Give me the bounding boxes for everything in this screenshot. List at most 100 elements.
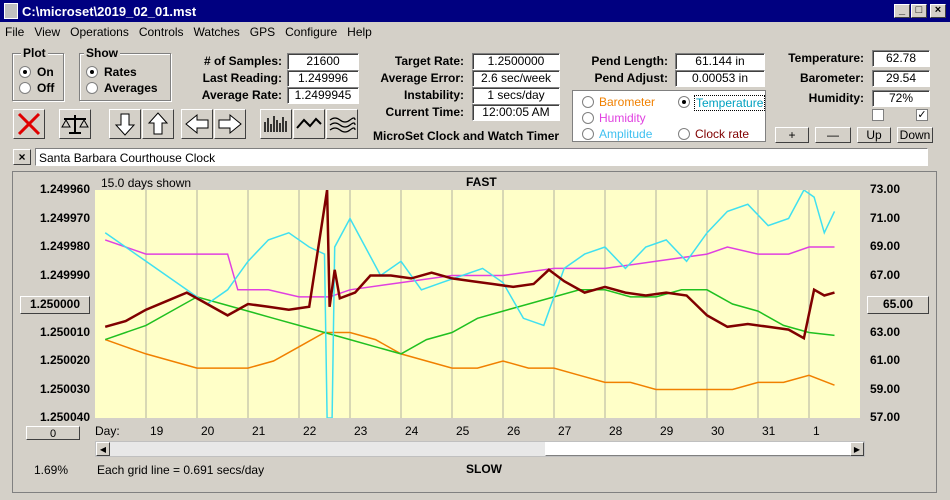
plus-button[interactable]: + <box>775 127 809 143</box>
smooth-view-button[interactable] <box>326 109 358 139</box>
app-caption: MicroSet Clock and Watch Timer <box>373 129 560 143</box>
menu-operations[interactable]: Operations <box>70 25 129 39</box>
target-rate-value: 1.2500000 <box>472 53 560 70</box>
rate-chart[interactable] <box>95 190 860 418</box>
left-tick-label: 1.249960 <box>39 182 90 196</box>
scroll-left-button[interactable] <box>181 109 213 139</box>
sensor-temperature-radio[interactable] <box>678 96 690 108</box>
sensor-humidity-radio[interactable] <box>582 112 594 124</box>
menu-watches[interactable]: Watches <box>193 25 240 39</box>
balance-button[interactable] <box>59 109 91 139</box>
sensor-barometer-radio[interactable] <box>582 96 594 108</box>
right-tick-label: 67.00 <box>870 267 901 282</box>
barometer-value: 29.54 <box>872 70 930 87</box>
app-icon[interactable] <box>4 3 18 19</box>
left-tick-label: 1.250010 <box>39 324 90 339</box>
series-amplitude <box>104 289 835 355</box>
left-tick-label: 1.249970 <box>39 210 90 225</box>
left-tick-label: 1.249990 <box>39 267 90 282</box>
barometer-label: Barometer: <box>799 71 864 85</box>
right-tick-label: 71.00 <box>870 210 901 225</box>
down-button[interactable]: Down <box>897 127 933 143</box>
percent-label: 1.69% <box>34 463 69 477</box>
show-averages-label: Averages <box>104 81 158 95</box>
plot-off-radio[interactable] <box>19 82 31 94</box>
fast-label: FAST <box>466 175 497 189</box>
sensor-amplitude-radio[interactable] <box>582 128 594 140</box>
samples-label: # of Samples: <box>203 54 282 68</box>
scroll-up-button[interactable] <box>142 109 174 139</box>
instability-label: Instability: <box>403 88 464 102</box>
temperature-value: 62.78 <box>872 50 930 67</box>
day-tick-label: 29 <box>660 424 674 438</box>
show-rates-label: Rates <box>104 65 137 79</box>
sensor-humidity-label: Humidity <box>599 111 646 125</box>
menu-controls[interactable]: Controls <box>138 25 184 39</box>
maximize-button[interactable]: □ <box>911 4 927 18</box>
plot-on-label: On <box>37 65 54 79</box>
left-tick-label: 1.250040 <box>39 410 90 424</box>
menu-bar: File View Operations Controls Watches GPS Conf… <box>0 22 950 42</box>
left-tick-label: 1.250020 <box>39 353 90 367</box>
average-rate-value: 1.2499945 <box>287 87 359 104</box>
minus-button[interactable]: — <box>815 127 851 143</box>
scroll-left-arrow-icon[interactable]: ◀ <box>96 442 110 456</box>
average-error-label: Average Error: <box>380 71 464 85</box>
day-tick-label: 30 <box>711 424 725 438</box>
up-arrow-icon <box>147 112 169 135</box>
grid-note: Each grid line = 0.691 secs/day <box>97 463 265 477</box>
checkbox-right[interactable]: ✓ <box>916 109 928 121</box>
scroll-down-button[interactable] <box>109 109 141 139</box>
scroll-right-button[interactable] <box>214 109 246 139</box>
wave-smooth-icon <box>329 117 356 133</box>
plot-on-radio[interactable] <box>19 66 31 78</box>
down-arrow-icon <box>114 113 136 136</box>
average-error-value: 2.6 sec/week <box>472 70 560 87</box>
humidity-label: Humidity: <box>808 91 864 105</box>
right-tick-label: 63.00 <box>870 324 901 339</box>
histogram-view-button[interactable] <box>260 109 292 139</box>
show-group: Show Rates Averages <box>79 46 171 101</box>
sensor-clock-rate-radio[interactable] <box>678 128 690 140</box>
menu-view[interactable]: View <box>34 25 61 39</box>
show-averages-radio[interactable] <box>86 82 98 94</box>
menu-configure[interactable]: Configure <box>285 25 338 39</box>
slow-label: SLOW <box>466 462 502 476</box>
checkbox-left[interactable] <box>872 109 884 121</box>
close-button[interactable]: × <box>930 4 946 18</box>
chart-panel <box>12 171 937 493</box>
menu-gps[interactable]: GPS <box>249 25 276 39</box>
minimize-button[interactable]: _ <box>894 4 910 18</box>
menu-file[interactable]: File <box>5 25 25 39</box>
center-temp-button[interactable]: 65.00 <box>867 296 929 314</box>
right-tick-label: 57.00 <box>870 410 901 424</box>
series-temperature <box>104 190 836 418</box>
histogram-icon <box>264 116 287 132</box>
day-tick-label: 27 <box>558 424 572 438</box>
clear-clock-button[interactable]: × <box>13 149 31 165</box>
instability-value: 1 secs/day <box>472 87 560 104</box>
show-rates-radio[interactable] <box>86 66 98 78</box>
left-tick-label: 1.249980 <box>39 239 90 253</box>
day-tick-label: 21 <box>252 424 266 438</box>
up-button[interactable]: Up <box>857 127 891 143</box>
target-rate-label: Target Rate: <box>394 54 464 68</box>
right-tick-label: 59.00 <box>870 381 901 396</box>
day-tick-label: 24 <box>405 424 419 438</box>
menu-help[interactable]: Help <box>347 25 372 39</box>
scroll-right-arrow-icon[interactable]: ▶ <box>850 442 864 456</box>
stop-button[interactable] <box>13 109 45 139</box>
day-axis-label: Day: <box>95 424 120 438</box>
line-view-button[interactable] <box>293 109 325 139</box>
pend-adjust-value: 0.00053 in <box>675 70 765 87</box>
plot-off-label: Off <box>37 81 55 95</box>
day-tick-label: 26 <box>507 424 521 438</box>
offset-button[interactable]: 0 <box>26 426 80 440</box>
clock-name-field[interactable]: Santa Barbara Courthouse Clock <box>35 148 928 166</box>
day-tick-label: 1 <box>813 424 820 438</box>
left-arrow-icon <box>185 113 209 135</box>
horizontal-scrollbar[interactable]: ◀ ▶ <box>95 441 865 457</box>
scroll-thumb[interactable] <box>545 442 851 456</box>
plot-group-title: Plot <box>21 46 48 60</box>
center-rate-button[interactable]: 1.250000 <box>20 296 90 314</box>
